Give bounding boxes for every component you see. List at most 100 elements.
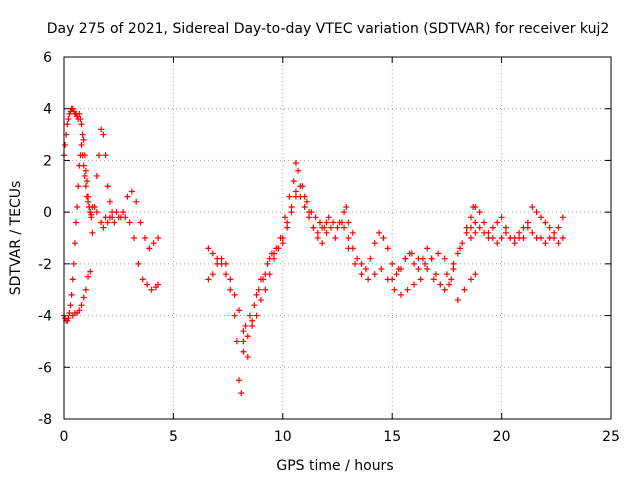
data-point — [246, 312, 253, 319]
data-point — [408, 250, 415, 257]
data-point — [559, 235, 566, 241]
chart-title: Day 275 of 2021, Sidereal Day-to-day VTE… — [47, 21, 610, 37]
data-point — [384, 245, 391, 252]
data-point — [89, 203, 96, 210]
data-point — [476, 209, 483, 216]
data-point — [354, 255, 361, 262]
series-segment-3b — [345, 203, 477, 298]
x-tick-label: 10 — [274, 429, 292, 445]
data-point — [472, 271, 479, 278]
data-point — [422, 260, 429, 267]
data-point — [341, 224, 348, 231]
data-point — [312, 214, 319, 221]
data-point — [345, 235, 352, 241]
data-point — [222, 271, 229, 278]
series-segment-1c — [69, 126, 116, 319]
data-point — [498, 235, 505, 241]
data-point — [494, 219, 501, 226]
data-point — [461, 286, 468, 293]
data-point — [231, 291, 238, 298]
data-point — [542, 219, 549, 226]
data-point — [498, 214, 505, 221]
series-segment-3c — [389, 250, 479, 304]
data-point — [249, 322, 256, 329]
data-point — [542, 240, 549, 247]
data-point — [301, 203, 308, 210]
data-point — [511, 240, 518, 247]
data-point — [240, 348, 247, 355]
data-point — [330, 219, 337, 226]
data-point — [476, 224, 483, 231]
data-point — [231, 312, 238, 319]
data-point — [435, 250, 442, 257]
x-tick-label: 25 — [602, 429, 620, 445]
data-point — [240, 328, 247, 335]
data-point — [68, 291, 75, 298]
data-point — [516, 229, 523, 236]
data-point — [494, 240, 501, 247]
data-point — [281, 214, 288, 221]
data-point — [524, 219, 531, 226]
data-point — [150, 240, 157, 247]
data-point — [325, 214, 332, 221]
data-point — [524, 224, 531, 231]
data-point — [432, 271, 439, 278]
data-point — [106, 198, 113, 205]
data-point — [448, 276, 455, 283]
data-point — [303, 198, 310, 205]
data-point — [404, 286, 411, 293]
data-point — [292, 160, 299, 167]
data-point — [104, 183, 111, 190]
data-point — [80, 294, 87, 301]
data-point — [135, 260, 142, 267]
data-point — [155, 235, 162, 241]
data-point — [336, 219, 343, 226]
data-point — [205, 245, 212, 252]
data-point — [463, 229, 470, 236]
data-point — [441, 255, 448, 262]
data-point — [266, 271, 273, 278]
data-point — [209, 250, 216, 257]
data-point — [64, 121, 71, 128]
data-point — [345, 219, 352, 226]
data-point — [314, 229, 321, 236]
data-point — [83, 193, 90, 200]
data-point — [415, 266, 422, 273]
data-point — [502, 224, 509, 231]
data-point — [126, 219, 133, 226]
data-point — [430, 276, 437, 283]
data-point — [222, 260, 229, 267]
data-point — [238, 390, 245, 397]
data-point — [78, 302, 85, 309]
data-point — [443, 271, 450, 278]
data-point — [345, 245, 352, 252]
data-point — [551, 229, 558, 236]
data-point — [472, 219, 479, 226]
data-point — [111, 219, 118, 226]
x-axis-label: GPS time / hours — [276, 458, 393, 474]
data-point — [319, 224, 326, 231]
data-point — [397, 291, 404, 298]
data-point — [459, 240, 466, 247]
data-point — [279, 240, 286, 247]
data-point — [113, 209, 120, 216]
data-point — [120, 209, 127, 216]
data-point — [80, 162, 87, 169]
data-point — [218, 255, 225, 262]
data-point — [271, 250, 278, 257]
data-point — [306, 209, 313, 216]
data-point — [288, 209, 295, 216]
data-point — [257, 276, 264, 283]
data-point — [233, 338, 240, 345]
data-point — [78, 121, 85, 128]
data-point — [376, 229, 383, 236]
data-point — [257, 297, 264, 304]
data-point — [389, 276, 396, 283]
x-tick-label: 15 — [383, 429, 401, 445]
data-point — [323, 229, 330, 236]
data-point — [334, 224, 341, 231]
data-point — [292, 188, 299, 195]
data-point — [85, 273, 92, 280]
data-point — [489, 235, 496, 241]
series-segment-3 — [341, 219, 479, 293]
